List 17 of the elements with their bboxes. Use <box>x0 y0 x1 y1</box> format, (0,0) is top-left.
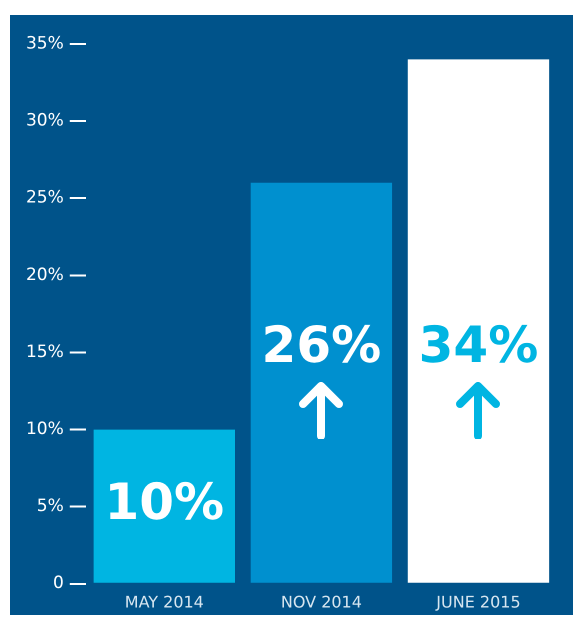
bar <box>408 59 550 583</box>
y-tick-label: 5% <box>36 496 64 516</box>
y-tick-label: 10% <box>26 418 64 439</box>
y-tick-label: 25% <box>26 188 64 208</box>
x-tick-label: JUNE 2015 <box>435 592 521 612</box>
data-label: 34% <box>418 316 538 374</box>
data-label: 10% <box>104 473 224 532</box>
data-label: 26% <box>262 316 382 374</box>
y-tick-label: 0 <box>52 573 64 594</box>
x-tick-label: MAY 2014 <box>124 592 204 612</box>
y-tick-label: 30% <box>26 110 64 131</box>
x-tick-label: NOV 2014 <box>280 592 362 612</box>
y-tick-label: 15% <box>26 342 64 362</box>
y-tick-label: 20% <box>26 264 64 285</box>
y-tick-label: 35% <box>26 33 64 54</box>
bar <box>250 182 392 583</box>
bar <box>94 430 236 583</box>
